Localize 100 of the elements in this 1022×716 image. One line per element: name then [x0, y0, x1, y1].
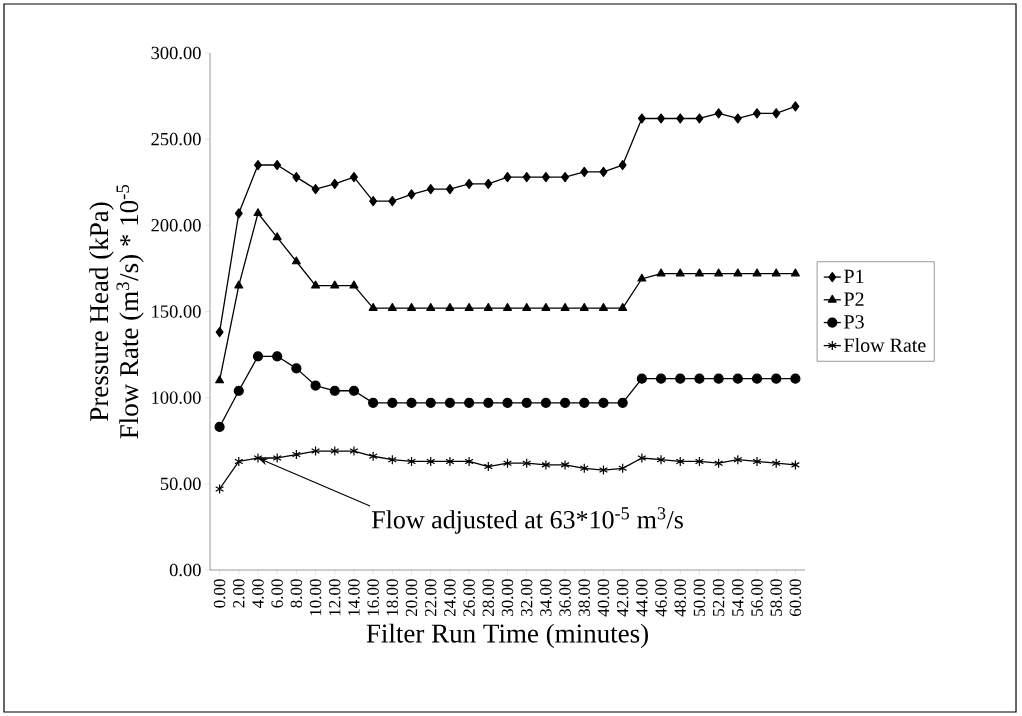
point [579, 302, 589, 311]
point [483, 397, 494, 408]
point [714, 268, 724, 277]
x-tick-label: 48.00 [674, 579, 687, 617]
point [252, 351, 264, 362]
y-tick-label: 0.00 [169, 563, 201, 577]
point [753, 108, 761, 119]
x-tick-label: 22.00 [424, 579, 437, 617]
x-tick-label: 12.00 [328, 579, 341, 616]
point [714, 108, 723, 119]
point [407, 189, 416, 200]
point [445, 456, 455, 467]
point [676, 113, 685, 124]
x-tick-label: 60.00 [789, 579, 802, 617]
point [311, 445, 321, 457]
point [387, 302, 397, 311]
y-tick-label: 200.00 [151, 219, 201, 232]
x-tick-label: 50.00 [693, 579, 706, 616]
point [522, 458, 532, 469]
point [733, 113, 742, 124]
point [771, 268, 781, 277]
point [330, 178, 339, 190]
point [292, 171, 301, 183]
point [272, 232, 282, 241]
y-tick-label: 250.00 [151, 132, 201, 146]
point [790, 373, 801, 384]
point [675, 456, 685, 467]
point [311, 184, 320, 195]
point [751, 373, 763, 384]
x-tick-label: 32.00 [520, 579, 533, 616]
point [752, 268, 762, 277]
point [349, 171, 358, 183]
point [311, 280, 321, 289]
y-tick-label: 50.00 [160, 477, 201, 491]
point [426, 456, 436, 467]
x-tick-label: 42.00 [616, 579, 629, 617]
point [214, 421, 225, 433]
point [273, 159, 282, 171]
point [580, 166, 589, 178]
point [559, 397, 571, 408]
x-axis-title: Filter Run Time (minutes) [366, 623, 648, 649]
point [253, 452, 263, 464]
point [598, 464, 608, 476]
point [330, 445, 340, 457]
point [637, 113, 646, 124]
text: Flow Rate (m$^{3}$/s) * 10$^{-5}$ [116, 184, 144, 439]
point [234, 280, 244, 289]
x-tick-label: 54.00 [732, 579, 744, 616]
point [484, 178, 493, 190]
point [444, 397, 456, 408]
point [368, 397, 379, 408]
point [503, 458, 512, 469]
point [215, 327, 224, 338]
point [503, 171, 512, 183]
point [445, 184, 454, 195]
point [233, 385, 244, 396]
point [655, 373, 667, 384]
point [502, 397, 513, 408]
point [675, 373, 686, 384]
point [541, 302, 551, 311]
x-tick-label: 26.00 [463, 579, 475, 617]
point [791, 101, 800, 112]
x-tick-label: 30.00 [501, 579, 514, 616]
point [329, 385, 340, 396]
x-tick-label: 36.00 [559, 579, 571, 616]
point [541, 171, 550, 183]
point [694, 456, 704, 467]
x-tick-label: 4.00 [252, 579, 264, 608]
x-tick-label: 18.00 [386, 579, 399, 616]
point [540, 397, 551, 408]
point [272, 452, 282, 464]
point [637, 273, 647, 282]
point [772, 108, 781, 119]
x-tick-label: 58.00 [770, 579, 782, 616]
point [790, 268, 800, 277]
x-tick-label: 8.00 [290, 579, 303, 608]
point [253, 208, 263, 217]
x-tick-label: 34.00 [540, 579, 552, 616]
point [387, 454, 397, 465]
point [637, 452, 647, 464]
point [521, 397, 532, 408]
point [598, 302, 608, 311]
point [733, 454, 743, 465]
point [465, 178, 474, 190]
x-tick-label: 14.00 [348, 579, 360, 616]
point [522, 302, 532, 311]
point [618, 302, 628, 311]
legend-label: Flow Rate [844, 337, 926, 352]
x-tick-label: 20.00 [405, 579, 418, 617]
point [656, 454, 666, 465]
point [598, 397, 609, 408]
point [790, 459, 800, 470]
point [291, 363, 302, 374]
point [771, 373, 782, 384]
point [618, 463, 628, 474]
y-tick-label: 100.00 [152, 391, 201, 404]
point [426, 184, 435, 195]
point [445, 302, 455, 311]
point [560, 459, 570, 470]
x-tick-label: 6.00 [271, 579, 283, 608]
